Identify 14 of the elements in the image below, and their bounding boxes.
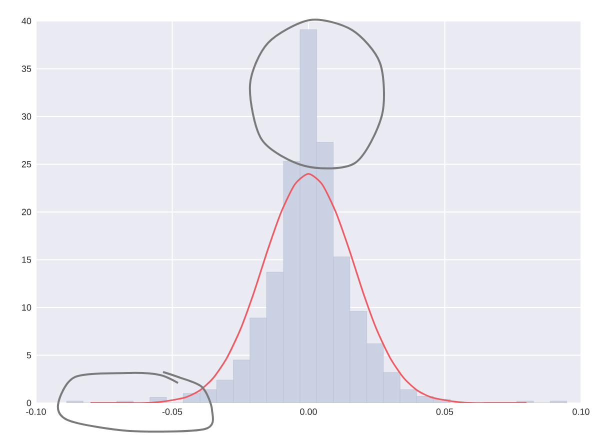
y-tick-label: 10 xyxy=(22,304,32,311)
x-tick-label: -0.10 xyxy=(26,408,46,415)
y-tick-label: 0 xyxy=(26,400,32,406)
y-tick-label: 35 xyxy=(22,66,32,72)
y-tick-label: 5 xyxy=(26,352,32,358)
x-tick-label: -0.05 xyxy=(162,408,182,415)
x-tick-label: 0.00 xyxy=(300,408,317,415)
y-tick-label: 20 xyxy=(22,208,32,216)
y-tick-label: 30 xyxy=(22,113,32,120)
x-tick-label: 0.05 xyxy=(436,408,454,415)
x-tick-label: 0.10 xyxy=(572,408,590,415)
y-tick-label: 15 xyxy=(22,256,32,263)
y-tick-label: 40 xyxy=(22,18,32,24)
y-tick-label: 25 xyxy=(22,161,32,168)
